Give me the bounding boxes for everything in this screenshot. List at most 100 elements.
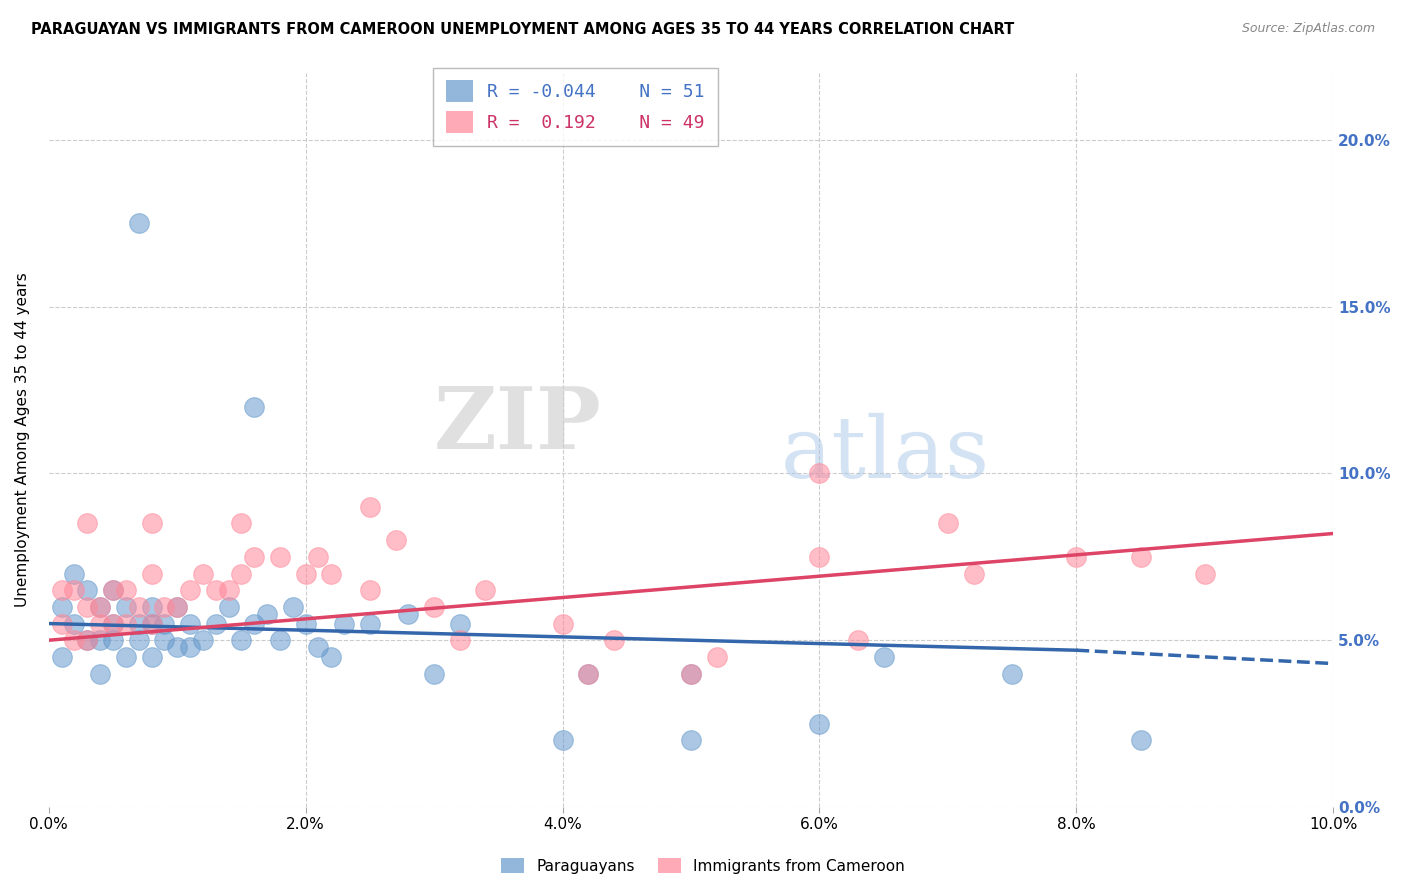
Point [128,616,150,631]
Point [153,633,176,648]
Point [141,616,163,631]
Point [89,599,111,614]
Legend: R = -0.044    N = 51, R =  0.192    N = 49: R = -0.044 N = 51, R = 0.192 N = 49 [433,68,717,146]
Point [359,583,381,598]
Point [1129,733,1152,747]
Point [308,549,330,564]
Point [474,583,496,598]
Point [166,599,188,614]
Y-axis label: Unemployment Among Ages 35 to 44 years: Unemployment Among Ages 35 to 44 years [15,273,30,607]
Point [449,616,471,631]
Point [141,599,163,614]
Point [576,666,599,681]
Point [321,649,343,664]
Point [101,583,124,598]
Point [231,633,253,648]
Point [89,633,111,648]
Text: Source: ZipAtlas.com: Source: ZipAtlas.com [1241,22,1375,36]
Point [231,566,253,581]
Point [101,633,124,648]
Point [101,616,124,631]
Point [128,599,150,614]
Point [243,549,266,564]
Point [179,640,201,654]
Point [101,616,124,631]
Text: ZIP: ZIP [433,384,602,467]
Point [89,616,111,631]
Point [63,566,86,581]
Point [204,616,226,631]
Point [551,616,574,631]
Point [114,616,136,631]
Text: PARAGUAYAN VS IMMIGRANTS FROM CAMEROON UNEMPLOYMENT AMONG AGES 35 TO 44 YEARS CO: PARAGUAYAN VS IMMIGRANTS FROM CAMEROON U… [31,22,1014,37]
Point [89,599,111,614]
Point [603,633,626,648]
Point [51,583,73,598]
Point [1066,549,1088,564]
Point [333,616,356,631]
Point [179,583,201,598]
Point [166,599,188,614]
Point [423,666,446,681]
Point [141,616,163,631]
Point [449,633,471,648]
Point [63,616,86,631]
Point [231,516,253,531]
Point [294,616,316,631]
Point [1001,666,1024,681]
Point [166,640,188,654]
Point [141,566,163,581]
Point [808,549,831,564]
Point [153,616,176,631]
Point [808,716,831,731]
Point [256,607,278,621]
Point [141,516,163,531]
Point [936,516,959,531]
Point [114,599,136,614]
Point [269,633,291,648]
Point [153,599,176,614]
Point [191,566,214,581]
Point [294,566,316,581]
Point [114,649,136,664]
Point [76,633,98,648]
Point [101,583,124,598]
Point [706,649,728,664]
Point [423,599,446,614]
Point [76,516,98,531]
Point [128,216,150,230]
Point [873,649,896,664]
Point [128,633,150,648]
Point [141,649,163,664]
Point [679,666,702,681]
Point [51,616,73,631]
Point [89,666,111,681]
Point [396,607,419,621]
Point [962,566,984,581]
Point [281,599,304,614]
Point [1194,566,1216,581]
Point [808,467,831,481]
Point [243,400,266,414]
Point [218,599,240,614]
Point [1129,549,1152,564]
Point [679,666,702,681]
Text: atlas: atlas [780,413,990,496]
Point [679,733,702,747]
Point [576,666,599,681]
Point [551,733,574,747]
Point [51,599,73,614]
Point [179,616,201,631]
Point [846,633,869,648]
Point [204,583,226,598]
Point [321,566,343,581]
Point [191,633,214,648]
Point [63,633,86,648]
Point [76,583,98,598]
Point [76,599,98,614]
Point [51,649,73,664]
Point [359,616,381,631]
Point [359,500,381,514]
Point [218,583,240,598]
Legend: Paraguayans, Immigrants from Cameroon: Paraguayans, Immigrants from Cameroon [495,852,911,880]
